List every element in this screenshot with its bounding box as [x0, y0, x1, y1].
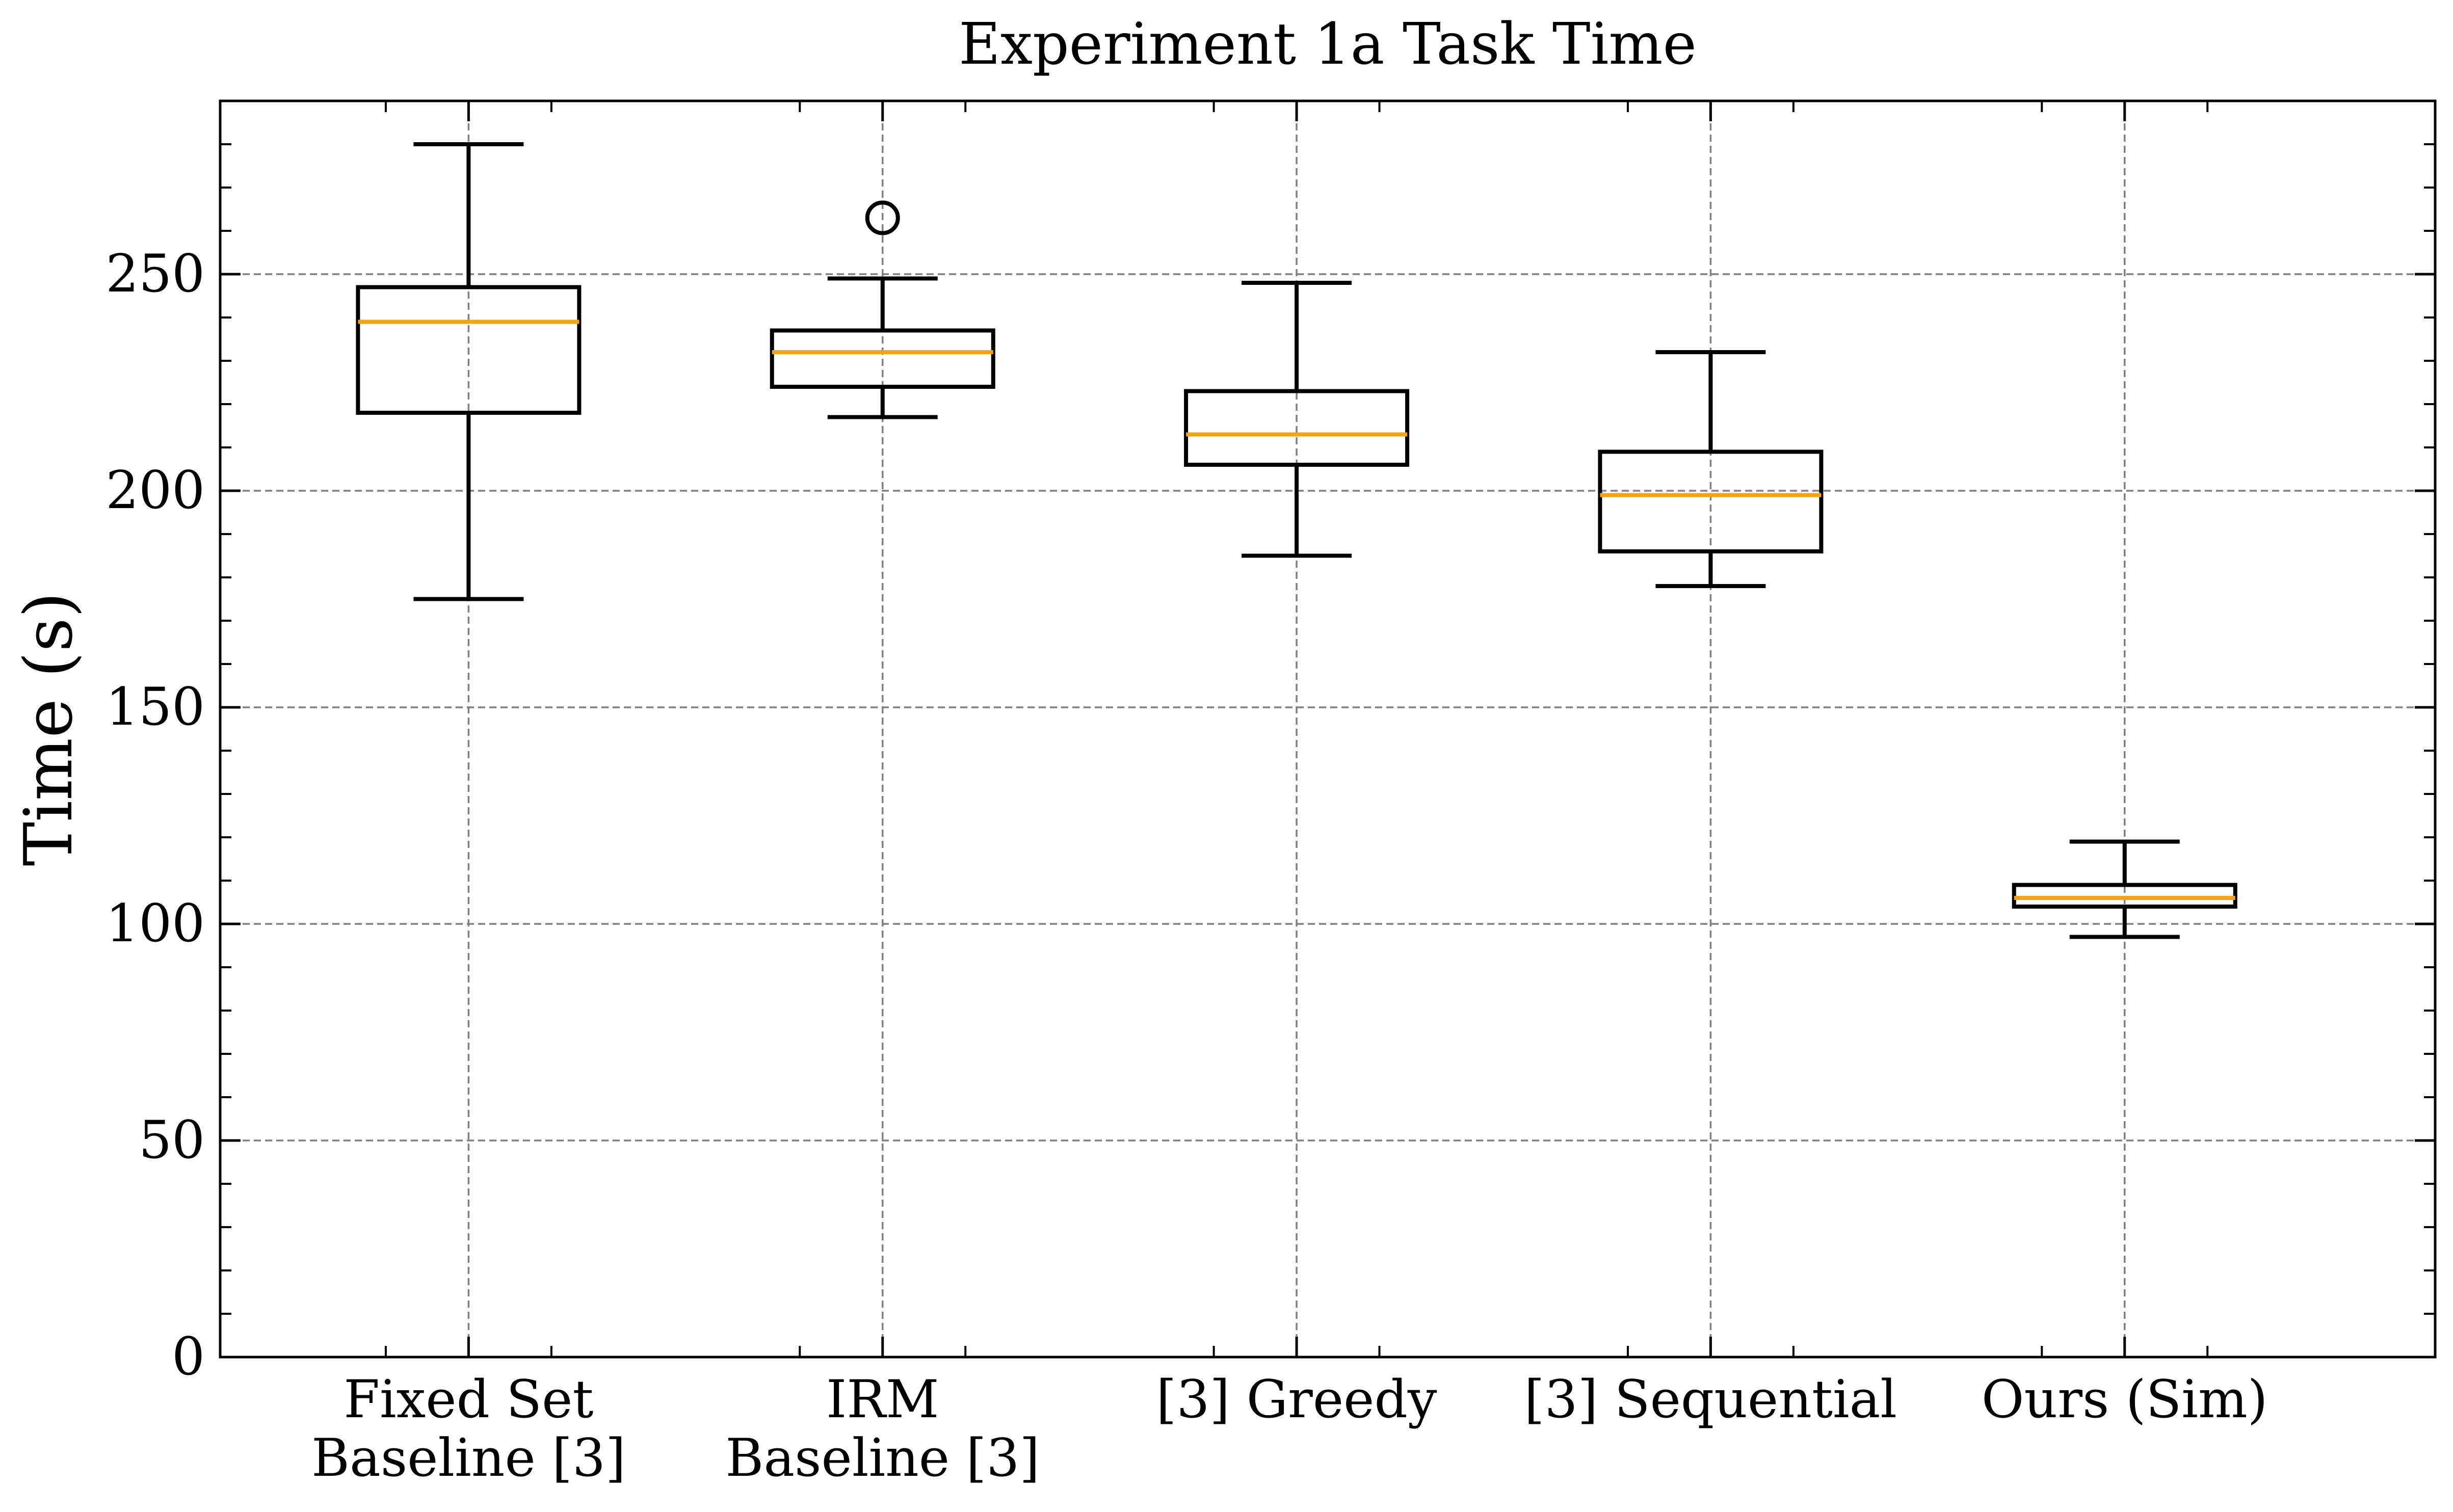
- box-plot: [2012, 839, 2237, 939]
- grid-lines: [220, 101, 2435, 1357]
- chart-title: Experiment 1a Task Time: [959, 11, 1697, 77]
- x-tick-label: IRM: [826, 1369, 939, 1430]
- iqr-box: [356, 285, 582, 415]
- y-tick-label: 150: [105, 677, 205, 737]
- outlier-point: [865, 200, 900, 235]
- x-tick-label: Ours (Sim): [1982, 1369, 2268, 1430]
- box-plots: [356, 142, 2237, 939]
- box-plot: [770, 200, 995, 419]
- x-tick-label: [3] Greedy: [1156, 1369, 1437, 1430]
- iqr-box: [1598, 449, 1824, 553]
- y-tick-label: 200: [105, 460, 205, 521]
- y-axis-label: Time (s): [10, 592, 87, 866]
- y-tick-label: 50: [139, 1110, 205, 1171]
- box-plot: [356, 142, 582, 601]
- x-tick-label: [3] Sequential: [1524, 1369, 1897, 1430]
- iqr-box: [2012, 883, 2237, 909]
- y-tick-label: 0: [172, 1327, 205, 1387]
- iqr-box: [770, 328, 995, 389]
- box-plot: [1598, 350, 1824, 588]
- x-tick-label: Baseline [3]: [311, 1428, 626, 1489]
- y-axis-ticks: 0 50 100 150 200 250: [105, 244, 205, 1387]
- iqr-box: [1184, 389, 1410, 467]
- plot-frame: [219, 99, 2437, 1359]
- x-tick-label: Fixed Set: [344, 1369, 593, 1430]
- y-tick-label: 250: [105, 244, 205, 304]
- box-plot: [1184, 281, 1410, 558]
- x-tick-label: Baseline [3]: [725, 1428, 1040, 1489]
- y-tick-label: 100: [105, 893, 205, 954]
- minor-ticks: [220, 100, 2435, 1359]
